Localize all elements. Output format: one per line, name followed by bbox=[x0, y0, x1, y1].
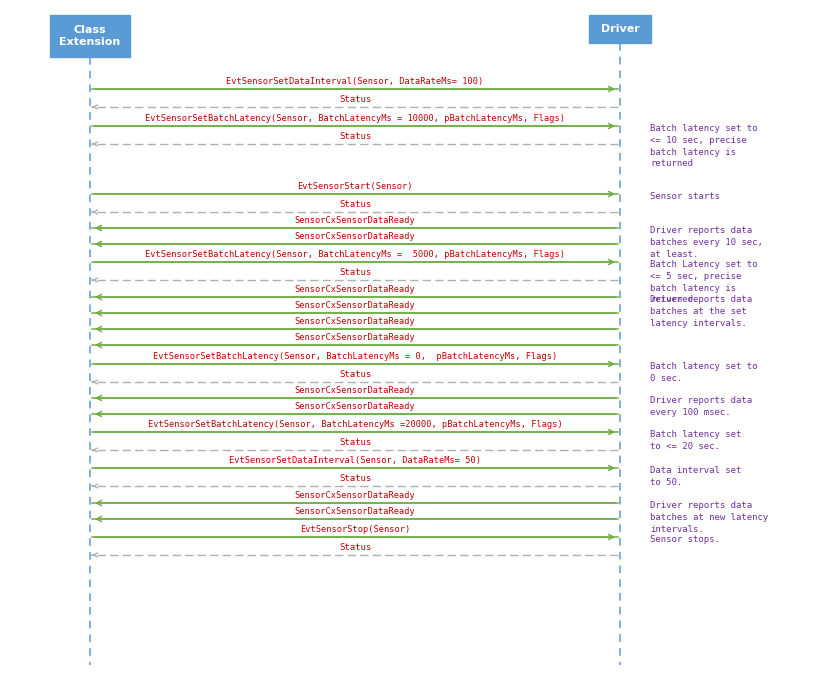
Text: Batch latency set to
0 sec.: Batch latency set to 0 sec. bbox=[650, 362, 757, 383]
Text: Status: Status bbox=[339, 268, 370, 277]
Text: Sensor starts: Sensor starts bbox=[650, 192, 719, 201]
Text: Driver reports data
batches every 10 sec,
at least.: Driver reports data batches every 10 sec… bbox=[650, 226, 762, 258]
Text: EvtSensorSetDataInterval(Sensor, DataRateMs= 100): EvtSensorSetDataInterval(Sensor, DataRat… bbox=[226, 77, 483, 86]
Text: Status: Status bbox=[339, 132, 370, 141]
Text: Driver reports data
batches at new latency
intervals.: Driver reports data batches at new laten… bbox=[650, 501, 767, 534]
Text: EvtSensorSetBatchLatency(Sensor, BatchLatencyMs = 0,  pBatchLatencyMs, Flags): EvtSensorSetBatchLatency(Sensor, BatchLa… bbox=[153, 352, 557, 361]
Text: EvtSensorSetBatchLatency(Sensor, BatchLatencyMs =  5000, pBatchLatencyMs, Flags): EvtSensorSetBatchLatency(Sensor, BatchLa… bbox=[145, 250, 564, 259]
Text: EvtSensorSetBatchLatency(Sensor, BatchLatencyMs =20000, pBatchLatencyMs, Flags): EvtSensorSetBatchLatency(Sensor, BatchLa… bbox=[147, 420, 562, 429]
Text: SensorCxSensorDataReady: SensorCxSensorDataReady bbox=[294, 317, 415, 326]
Text: EvtSensorSetBatchLatency(Sensor, BatchLatencyMs = 10000, pBatchLatencyMs, Flags): EvtSensorSetBatchLatency(Sensor, BatchLa… bbox=[145, 114, 564, 123]
Text: Driver reports data
batches at the set
latency intervals.: Driver reports data batches at the set l… bbox=[650, 295, 752, 328]
Text: Status: Status bbox=[339, 370, 370, 379]
Text: Status: Status bbox=[339, 543, 370, 552]
Text: EvtSensorSetDataInterval(Sensor, DataRateMs= 50): EvtSensorSetDataInterval(Sensor, DataRat… bbox=[229, 456, 481, 465]
Text: Data interval set
to 50.: Data interval set to 50. bbox=[650, 466, 741, 487]
Text: Status: Status bbox=[339, 438, 370, 447]
Text: SensorCxSensorDataReady: SensorCxSensorDataReady bbox=[294, 285, 415, 294]
Text: SensorCxSensorDataReady: SensorCxSensorDataReady bbox=[294, 232, 415, 241]
Text: Status: Status bbox=[339, 200, 370, 209]
Bar bbox=[50, 15, 130, 57]
Text: Driver: Driver bbox=[600, 24, 639, 34]
Text: Batch Latency set to
<= 5 sec, precise
batch latency is
returned.: Batch Latency set to <= 5 sec, precise b… bbox=[650, 260, 757, 305]
Text: Driver reports data
every 100 msec.: Driver reports data every 100 msec. bbox=[650, 396, 752, 417]
Text: Class
Extension: Class Extension bbox=[59, 25, 120, 47]
Text: Status: Status bbox=[339, 95, 370, 104]
Bar bbox=[589, 15, 650, 43]
Text: SensorCxSensorDataReady: SensorCxSensorDataReady bbox=[294, 301, 415, 310]
Text: EvtSensorStart(Sensor): EvtSensorStart(Sensor) bbox=[297, 182, 412, 191]
Text: SensorCxSensorDataReady: SensorCxSensorDataReady bbox=[294, 386, 415, 395]
Text: Status: Status bbox=[339, 474, 370, 483]
Text: SensorCxSensorDataReady: SensorCxSensorDataReady bbox=[294, 216, 415, 225]
Text: SensorCxSensorDataReady: SensorCxSensorDataReady bbox=[294, 333, 415, 342]
Text: SensorCxSensorDataReady: SensorCxSensorDataReady bbox=[294, 491, 415, 500]
Text: Batch latency set to
<= 10 sec, precise
batch latency is
returned: Batch latency set to <= 10 sec, precise … bbox=[650, 124, 757, 169]
Text: EvtSensorStop(Sensor): EvtSensorStop(Sensor) bbox=[299, 525, 410, 534]
Text: Batch latency set
to <= 20 sec.: Batch latency set to <= 20 sec. bbox=[650, 430, 741, 451]
Text: SensorCxSensorDataReady: SensorCxSensorDataReady bbox=[294, 402, 415, 411]
Text: SensorCxSensorDataReady: SensorCxSensorDataReady bbox=[294, 507, 415, 516]
Text: Sensor stops.: Sensor stops. bbox=[650, 535, 719, 544]
